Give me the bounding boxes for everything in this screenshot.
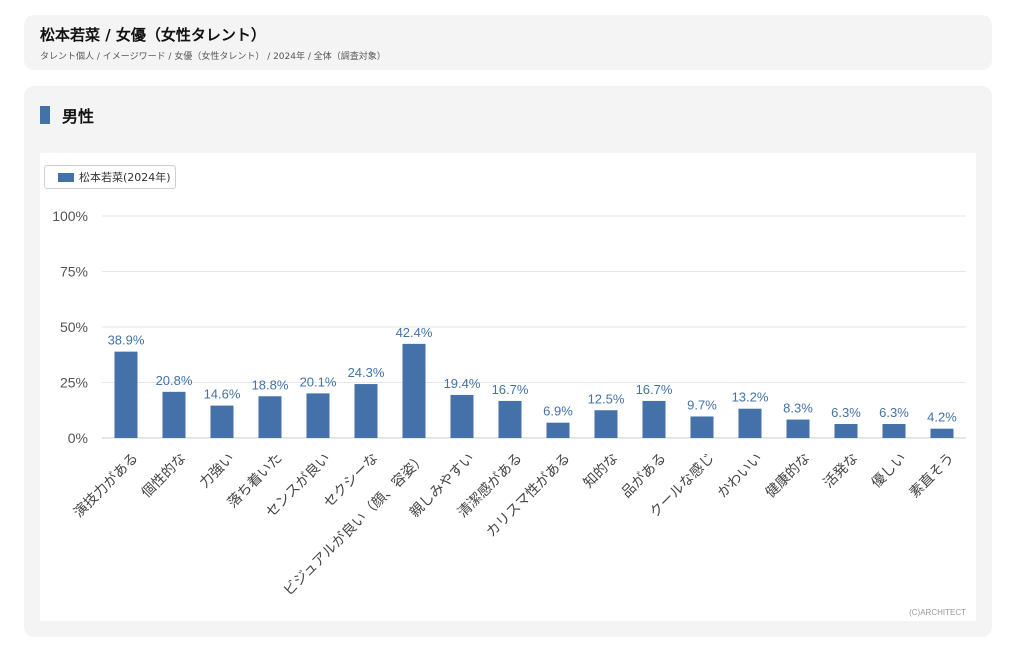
data-label: 20.1% xyxy=(300,374,337,389)
data-label: 9.7% xyxy=(687,397,717,412)
data-label: 12.5% xyxy=(588,391,625,406)
bar[interactable] xyxy=(882,424,906,438)
data-label: 42.4% xyxy=(396,325,433,340)
bar[interactable] xyxy=(114,351,138,438)
chart-area: 0% 25% 50% 75% 100% 38.9% 演技力がある 20.8% 個性的な 14.6%… xyxy=(40,153,976,621)
header-card: 松本若菜 / 女優（女性タレント） タレント個人 / イメージワード / 女優（… xyxy=(24,15,992,70)
y-tick-label: 100% xyxy=(52,208,88,224)
bar[interactable] xyxy=(258,396,282,438)
legend-label: 松本若菜(2024年) xyxy=(79,171,171,184)
bar[interactable] xyxy=(162,391,186,438)
bar[interactable] xyxy=(834,424,858,438)
bar[interactable] xyxy=(306,393,330,438)
x-tick-label: 健康的な xyxy=(762,450,814,502)
copyright: (C)ARCHITECT xyxy=(909,608,966,617)
chart-legend[interactable]: 松本若菜(2024年) xyxy=(44,165,176,189)
bar[interactable] xyxy=(354,384,378,438)
bar[interactable] xyxy=(498,400,522,438)
y-tick-label: 50% xyxy=(60,319,88,335)
data-label: 4.2% xyxy=(927,410,957,425)
data-label: 19.4% xyxy=(444,376,481,391)
data-label: 18.8% xyxy=(252,377,289,392)
breadcrumb: タレント個人 / イメージワード / 女優（女性タレント） / 2024年 / … xyxy=(40,52,386,62)
data-label: 38.9% xyxy=(108,333,145,348)
data-label: 8.3% xyxy=(783,401,813,416)
bar[interactable] xyxy=(546,422,570,438)
bar[interactable] xyxy=(930,428,954,438)
section-title: 男性 xyxy=(62,107,95,126)
bar[interactable] xyxy=(594,410,618,438)
x-tick-label: 演技力がある xyxy=(71,450,142,521)
bar[interactable] xyxy=(738,408,762,438)
data-label: 16.7% xyxy=(636,382,673,397)
x-tick-label: かわいい xyxy=(715,450,766,501)
bar-chart: 0% 25% 50% 75% 100% 38.9% 演技力がある 20.8% 個性的な 14.6%… xyxy=(52,208,966,599)
x-tick-label: 活発な xyxy=(821,450,862,491)
bar[interactable] xyxy=(450,394,474,438)
x-tick-label: 優しい xyxy=(869,450,910,491)
bar[interactable] xyxy=(642,400,666,438)
data-label: 13.2% xyxy=(732,390,769,405)
bar[interactable] xyxy=(210,405,234,438)
x-tick-label: 知的な xyxy=(580,450,622,492)
y-tick-label: 75% xyxy=(60,264,88,280)
data-label: 6.9% xyxy=(543,404,573,419)
data-label: 6.3% xyxy=(831,405,861,420)
data-label: 20.8% xyxy=(156,373,193,388)
data-label: 6.3% xyxy=(879,405,909,420)
bar[interactable] xyxy=(690,416,714,438)
bar[interactable] xyxy=(786,419,810,438)
x-tick-label: カリスマ性がある xyxy=(483,450,573,540)
x-tick-label: 個性的な xyxy=(139,450,190,501)
y-tick-label: 0% xyxy=(68,430,88,446)
x-tick-label: 素直そう xyxy=(906,450,958,502)
x-tick-label: 力強い xyxy=(197,450,238,491)
data-label: 14.6% xyxy=(204,387,241,402)
legend-swatch xyxy=(58,172,74,182)
y-tick-label: 25% xyxy=(60,375,88,391)
section-marker xyxy=(40,106,50,124)
data-label: 16.7% xyxy=(492,382,529,397)
data-label: 24.3% xyxy=(348,365,385,380)
page-title: 松本若菜 / 女優（女性タレント） xyxy=(40,26,266,44)
bar[interactable] xyxy=(402,343,426,438)
